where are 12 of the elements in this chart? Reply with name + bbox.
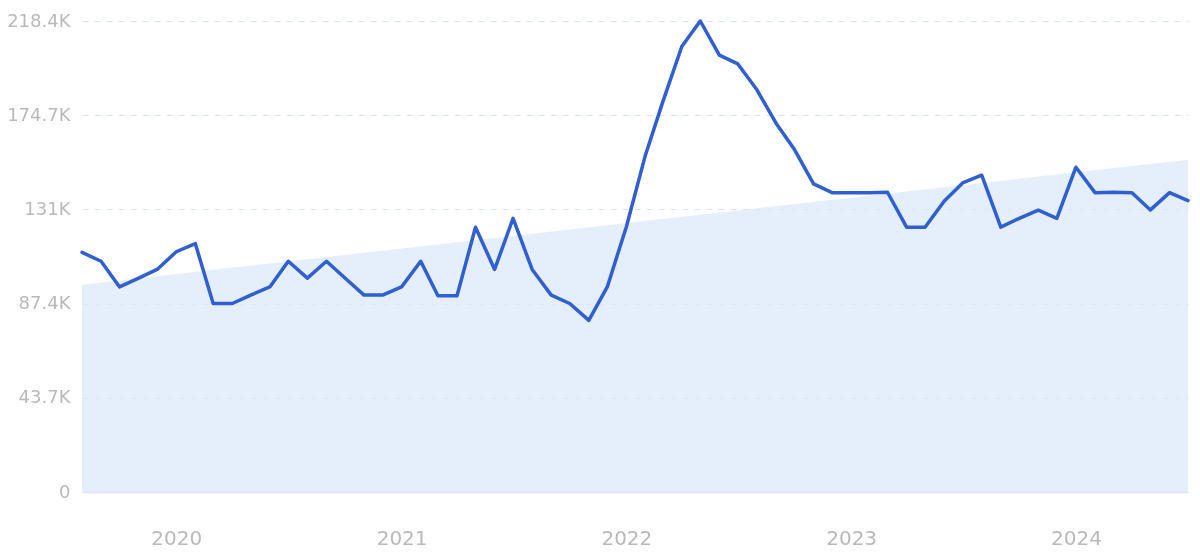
- y-tick-label: 87.4K: [18, 292, 72, 314]
- line-series: [80, 19, 1190, 323]
- x-tick-label: 2024: [1050, 525, 1102, 550]
- x-tick-label: 2022: [601, 525, 653, 550]
- x-tick-label: 2021: [376, 525, 428, 550]
- y-tick-label: 218.4K: [7, 9, 72, 31]
- y-tick-label: 43.7K: [18, 386, 72, 408]
- y-tick-label: 0: [59, 480, 71, 502]
- y-tick-label: 131K: [24, 197, 72, 219]
- x-tick-label: 2020: [151, 525, 203, 550]
- y-tick-label: 174.7K: [7, 103, 72, 125]
- x-tick-label: 2023: [826, 525, 878, 550]
